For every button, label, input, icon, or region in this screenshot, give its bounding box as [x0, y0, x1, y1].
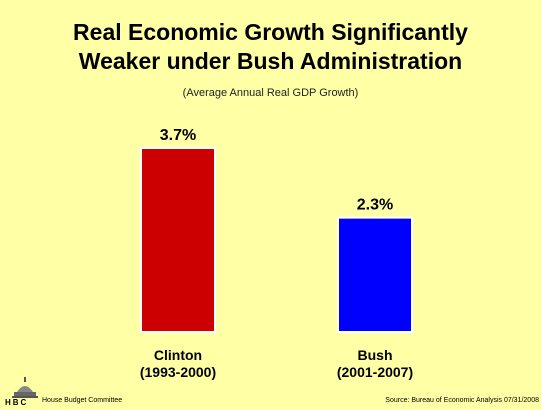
category-label-bush: Bush (2001-2007) — [315, 347, 435, 381]
chart-subtitle: (Average Annual Real GDP Growth) — [182, 87, 359, 99]
committee-name: House Budget Committee — [42, 397, 123, 404]
data-label-0: 3.7% — [160, 127, 196, 144]
category-label-clinton-name: Clinton — [153, 347, 203, 363]
capitol-logo-icon — [12, 377, 38, 398]
bar-0 — [140, 147, 216, 333]
data-label-1: 2.3% — [357, 197, 393, 214]
chart-title: Real Economic Growth Significantly Weake… — [0, 18, 541, 76]
bar-1 — [337, 216, 413, 334]
source-note: Source: Bureau of Economic Analysis 07/3… — [385, 397, 539, 404]
category-label-bush-years: (2001-2007) — [336, 364, 414, 380]
category-label-bush-name: Bush — [357, 347, 393, 363]
category-label-clinton: Clinton (1993-2000) — [118, 347, 238, 381]
chart-title-line2: Weaker under Bush Administration — [78, 48, 463, 74]
hbc-logo-text: HBC — [5, 398, 29, 407]
category-label-clinton-years: (1993-2000) — [139, 364, 217, 380]
chart-title-line1: Real Economic Growth Significantly — [73, 19, 468, 45]
